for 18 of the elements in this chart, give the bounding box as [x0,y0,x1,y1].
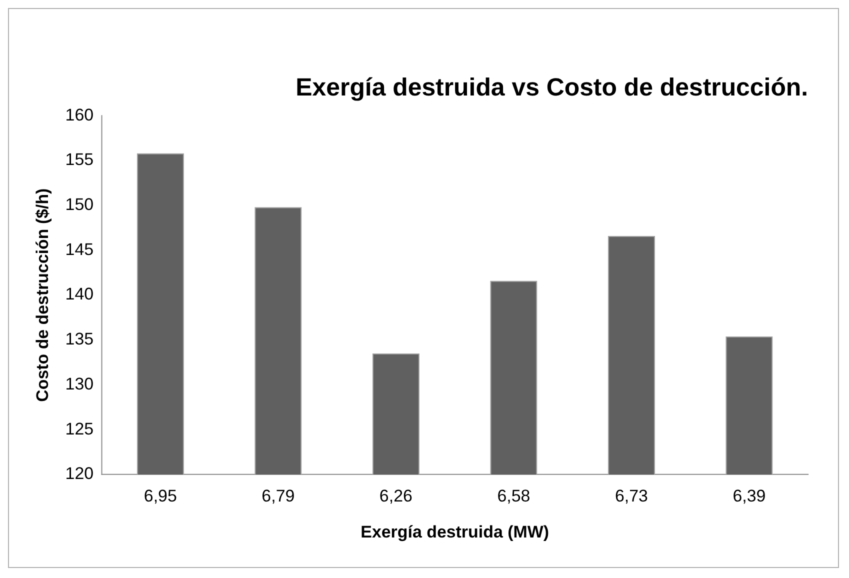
y-tick-label: 145 [65,240,94,259]
y-tick-label: 120 [65,464,94,484]
chart-title: Exergía destruida vs Costo de destrucción. [296,74,808,102]
y-tick-label: 130 [65,374,94,394]
x-tick-label: 6,26 [379,486,412,506]
y-tick-label: 155 [65,150,94,170]
x-tick-label: 6,79 [262,486,295,506]
y-axis-title: Costo de destrucción ($/h) [32,188,52,402]
x-tick-label: 6,95 [144,486,177,506]
y-tick-label: 125 [65,419,94,438]
x-tick-label: 6,73 [614,486,648,506]
x-tick-label: 6,39 [732,486,766,506]
x-tick-label: 6,58 [497,486,530,506]
y-tick-label: 150 [65,195,94,214]
x-axis-title: Exergía destruida (MW) [360,522,549,542]
y-tick-label: 160 [65,105,94,124]
y-tick-label: 140 [65,284,94,304]
y-tick-label: 135 [65,330,94,349]
